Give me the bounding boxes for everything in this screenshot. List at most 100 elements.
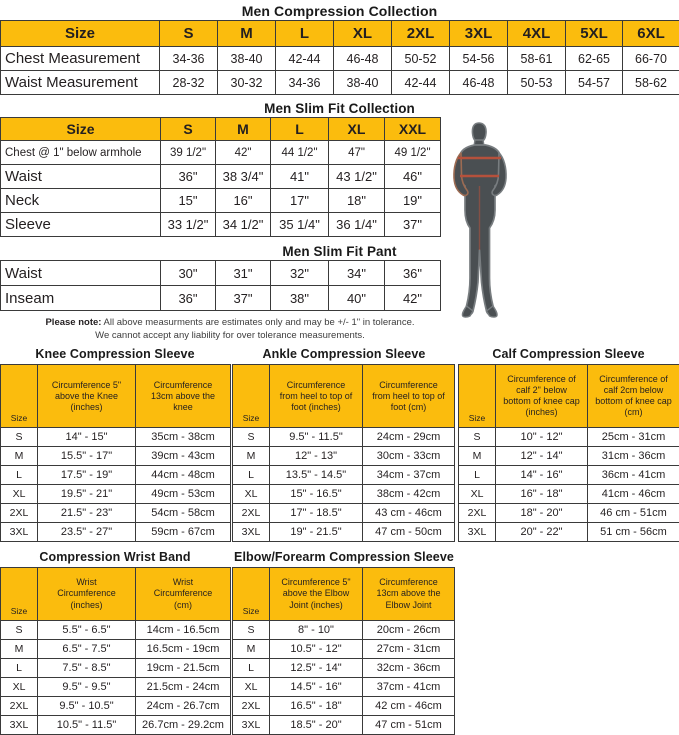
column-header-3xl: 3XL xyxy=(450,21,508,47)
table-cell: 40" xyxy=(329,286,385,311)
header-line: (cm) xyxy=(137,600,229,612)
men-compression-collection-title: Men Compression Collection xyxy=(0,0,679,20)
table-cell: 38-40 xyxy=(218,47,276,71)
elbow-forearm-block: Elbow/Forearm Compression Sleeve Size Ci… xyxy=(232,549,456,735)
column-header-4xl: 4XL xyxy=(508,21,566,47)
column-header-inches: Circumference of calf 2" below bottom of… xyxy=(496,365,588,428)
table-cell: 34 1/2" xyxy=(216,213,271,237)
calf-sleeve-block: Calf Compression Sleeve Size Circumferen… xyxy=(458,346,679,542)
column-header-cm: Circumference from heel to top of foot (… xyxy=(363,365,455,428)
table-header-row: Size Circumference 5" above the Knee (in… xyxy=(1,365,231,428)
size-cell: 3XL xyxy=(233,716,270,735)
table-cell: 44 1/2" xyxy=(271,141,329,165)
inches-cell: 8" - 10" xyxy=(270,621,363,640)
table-cell: 42-44 xyxy=(276,47,334,71)
header-line: (cm) xyxy=(589,407,678,418)
table-cell: 46" xyxy=(385,165,441,189)
cm-cell: 32cm - 36cm xyxy=(363,659,455,678)
disclaimer-prefix: Please note: xyxy=(45,317,101,328)
header-line: above the Knee xyxy=(39,391,134,402)
inches-cell: 17.5" - 19" xyxy=(38,466,136,485)
table-cell: 18" xyxy=(329,189,385,213)
table-cell: 33 1/2" xyxy=(161,213,216,237)
table-row: Chest @ 1" below armhole 39 1/2" 42" 44 … xyxy=(1,141,441,165)
header-line: Circumference xyxy=(137,588,229,600)
inches-cell: 14.5" - 16" xyxy=(270,678,363,697)
inches-cell: 23.5" - 27" xyxy=(38,523,136,542)
size-cell: M xyxy=(1,640,38,659)
column-header-inches: Wrist Circumference (inches) xyxy=(38,568,136,621)
size-cell: 2XL xyxy=(1,697,38,716)
header-line: calf 2" below xyxy=(497,385,586,396)
men-slim-fit-pant-title: Men Slim Fit Pant xyxy=(0,237,679,260)
row-label: Sleeve xyxy=(1,213,161,237)
wrist-band-table: Size Wrist Circumference (inches) Wrist … xyxy=(0,567,231,735)
cm-cell: 14cm - 16.5cm xyxy=(136,621,231,640)
inches-cell: 12.5" - 14" xyxy=(270,659,363,678)
cm-cell: 20cm - 26cm xyxy=(363,621,455,640)
column-header-m: M xyxy=(216,118,271,141)
inches-cell: 13.5" - 14.5" xyxy=(270,466,363,485)
table-cell: 41" xyxy=(271,165,329,189)
header-line: Wrist xyxy=(39,577,134,589)
cm-cell: 36cm - 41cm xyxy=(588,466,679,485)
cm-cell: 46 cm - 51cm xyxy=(588,504,679,523)
header-line: (inches) xyxy=(39,600,134,612)
table-cell: 62-65 xyxy=(566,47,623,71)
header-line: Circumference xyxy=(39,588,134,600)
size-cell: 3XL xyxy=(1,523,38,542)
header-line: (inches) xyxy=(39,402,134,413)
size-cell: XL xyxy=(459,485,496,504)
body-figure-svg xyxy=(452,120,518,320)
row-label: Waist Measurement xyxy=(1,71,160,95)
header-line: calf 2cm below xyxy=(589,385,678,396)
inches-cell: 17" - 18.5" xyxy=(270,504,363,523)
table-cell: 17" xyxy=(271,189,329,213)
table-cell: 37" xyxy=(385,213,441,237)
table-cell: 43 1/2" xyxy=(329,165,385,189)
cm-cell: 30cm - 33cm xyxy=(363,447,455,466)
cm-cell: 25cm - 31cm xyxy=(588,428,679,447)
elbow-forearm-title: Elbow/Forearm Compression Sleeve xyxy=(232,549,456,567)
size-cell: 2XL xyxy=(459,504,496,523)
header-line: above the Elbow xyxy=(271,588,361,600)
column-header-size: Size xyxy=(233,365,270,428)
inches-cell: 10.5" - 11.5" xyxy=(38,716,136,735)
male-body-silhouette-illustration xyxy=(452,120,518,320)
table-row: Sleeve 33 1/2" 34 1/2" 35 1/4" 36 1/4" 3… xyxy=(1,213,441,237)
header-line: Elbow Joint xyxy=(364,600,453,612)
row-label: Neck xyxy=(1,189,161,213)
table-header-row: Size Wrist Circumference (inches) Wrist … xyxy=(1,568,231,621)
size-cell: 2XL xyxy=(233,504,270,523)
inches-cell: 10.5" - 12" xyxy=(270,640,363,659)
header-line: Circumference 5" xyxy=(271,577,361,589)
size-cell: M xyxy=(1,447,38,466)
size-cell: 2XL xyxy=(1,504,38,523)
table-cell: 38-40 xyxy=(334,71,392,95)
header-line: 13cm above the xyxy=(137,391,229,402)
size-cell: 3XL xyxy=(233,523,270,542)
size-cell: L xyxy=(1,466,38,485)
inches-cell: 7.5" - 8.5" xyxy=(38,659,136,678)
inches-cell: 6.5" - 7.5" xyxy=(38,640,136,659)
inches-cell: 16" - 18" xyxy=(496,485,588,504)
column-header-size: Size xyxy=(1,568,38,621)
column-header-s: S xyxy=(160,21,218,47)
table-row: Inseam 36" 37" 38" 40" 42" xyxy=(1,286,441,311)
table-cell: 37" xyxy=(216,286,271,311)
size-cell: 3XL xyxy=(459,523,496,542)
inches-cell: 20" - 22" xyxy=(496,523,588,542)
cm-cell: 24cm - 29cm xyxy=(363,428,455,447)
cm-cell: 35cm - 38cm xyxy=(136,428,231,447)
inches-cell: 10" - 12" xyxy=(496,428,588,447)
column-header-cm: Wrist Circumference (cm) xyxy=(136,568,231,621)
